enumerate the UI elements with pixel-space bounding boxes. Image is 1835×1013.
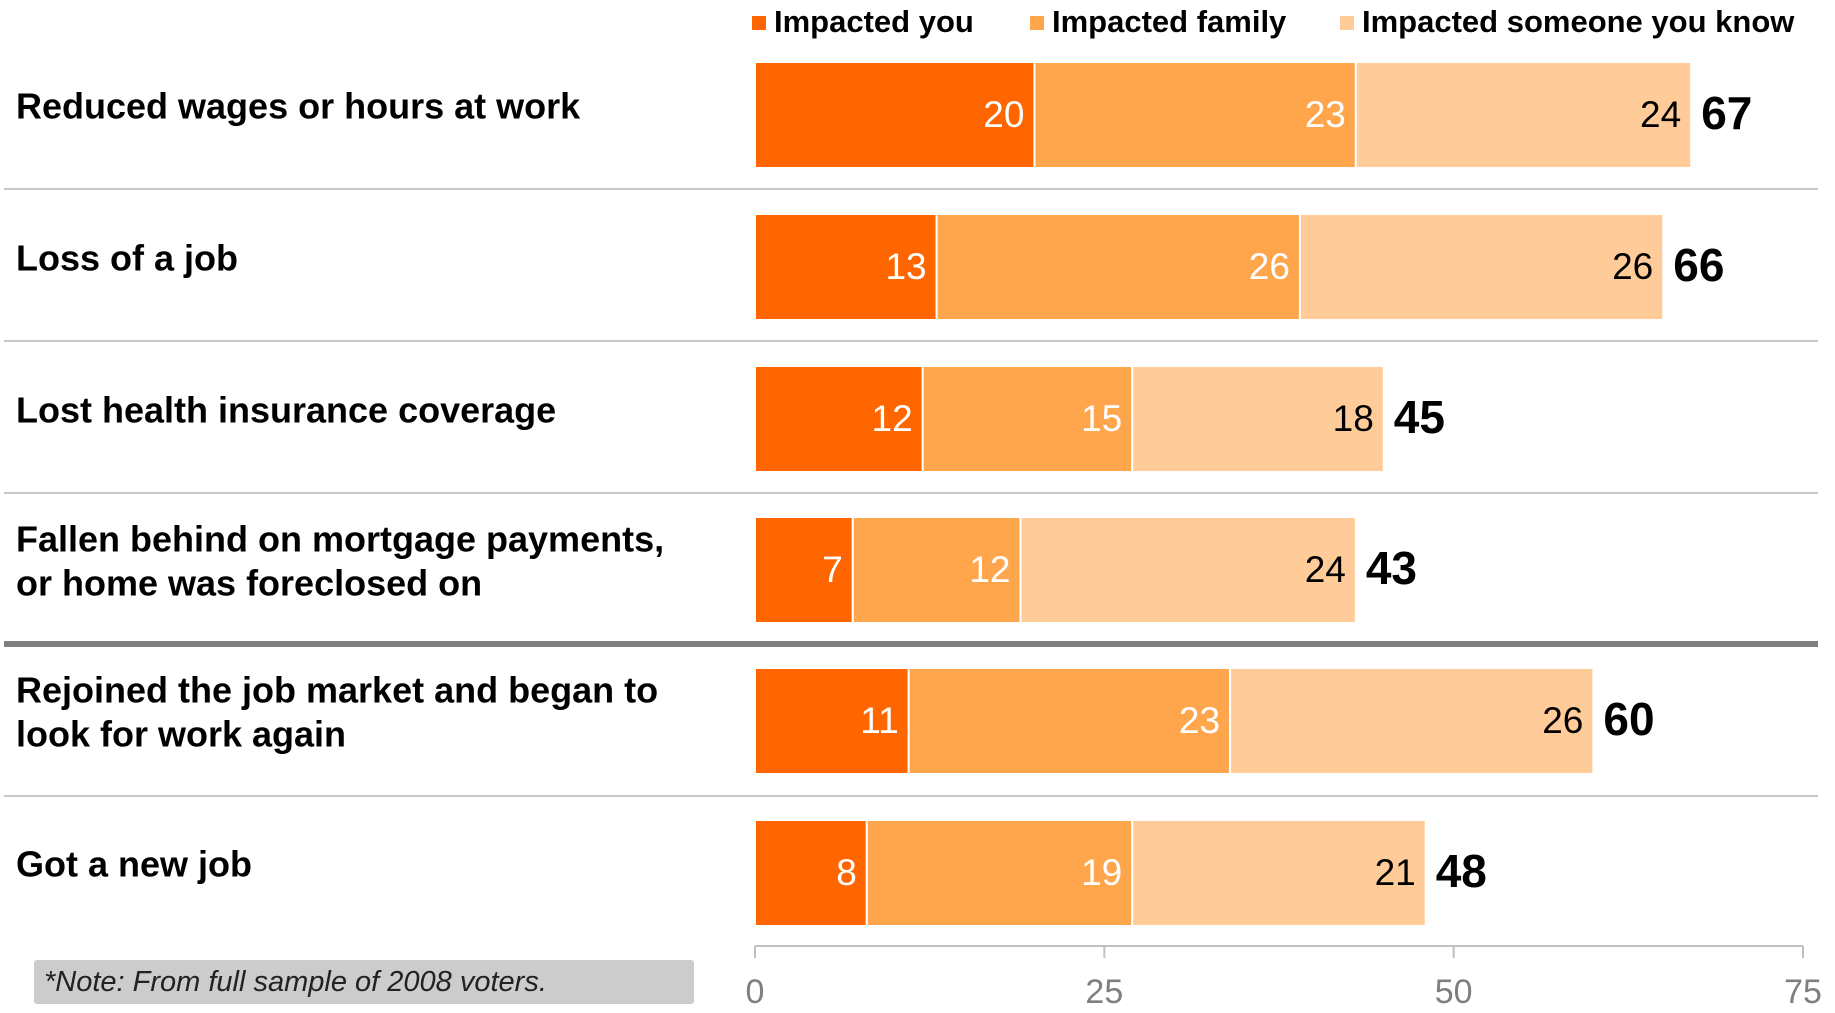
x-tick-label: 0: [746, 973, 765, 1011]
category-label: Loss of a job: [16, 238, 238, 279]
bar-segment: [754, 213, 938, 321]
bar-segment: [1019, 516, 1357, 624]
bar-segment: [1131, 819, 1427, 927]
x-tick-label: 50: [1435, 973, 1473, 1011]
bar-segment: [1033, 61, 1357, 169]
segment-value-label: 18: [1333, 398, 1374, 439]
segment-value-label: 19: [1081, 852, 1122, 893]
bar-segment: [754, 365, 924, 473]
segment-value-label: 23: [1179, 700, 1220, 741]
total-value-label: 66: [1673, 239, 1724, 291]
segment-value-label: 12: [872, 398, 913, 439]
legend-label: Impacted family: [1052, 4, 1287, 39]
segment-value-label: 11: [860, 700, 898, 741]
total-value-label: 45: [1394, 391, 1445, 443]
legend-swatch: [1340, 16, 1354, 30]
bar-segment: [754, 61, 1036, 169]
total-value-label: 48: [1436, 845, 1487, 897]
segment-value-label: 24: [1640, 94, 1681, 135]
segment-value-label: 26: [1249, 246, 1290, 287]
segment-value-label: 26: [1542, 700, 1583, 741]
segment-value-label: 26: [1612, 246, 1653, 287]
segment-value-label: 21: [1375, 852, 1416, 893]
total-value-label: 67: [1701, 87, 1752, 139]
bar-segment: [1354, 61, 1693, 169]
segment-value-label: 7: [822, 549, 843, 590]
category-label: Rejoined the job market and began to: [16, 670, 658, 711]
bar-segment: [754, 819, 868, 927]
segment-value-label: 24: [1305, 549, 1346, 590]
note-box: *Note: From full sample of 2008 voters.: [34, 960, 694, 1004]
segment-value-label: 12: [969, 549, 1010, 590]
category-label: Reduced wages or hours at work: [16, 86, 581, 127]
category-label: or home was foreclosed on: [16, 563, 482, 604]
legend-swatch: [1030, 16, 1044, 30]
total-value-label: 43: [1366, 542, 1417, 594]
bar-segment: [1131, 365, 1385, 473]
legend-label: Impacted you: [774, 4, 974, 39]
bar-segment: [1229, 667, 1595, 775]
segment-value-label: 8: [836, 852, 857, 893]
legend-swatch: [752, 16, 766, 30]
note-text: *Note: From full sample of 2008 voters.: [44, 965, 547, 998]
x-tick-label: 25: [1085, 973, 1123, 1011]
category-label: look for work again: [16, 714, 346, 755]
category-label: Lost health insurance coverage: [16, 390, 556, 431]
category-label: Got a new job: [16, 844, 252, 885]
bar-segment: [921, 365, 1134, 473]
bar-segment: [754, 667, 910, 775]
x-tick-label: 75: [1784, 973, 1822, 1011]
bar-segment: [1298, 213, 1665, 321]
segment-value-label: 15: [1081, 398, 1122, 439]
segment-value-label: 20: [983, 94, 1024, 135]
segment-value-label: 13: [885, 246, 926, 287]
bar-segment: [935, 213, 1301, 321]
segment-value-label: 23: [1305, 94, 1346, 135]
legend-label: Impacted someone you know: [1362, 4, 1795, 39]
bar-segment: [851, 516, 1022, 624]
category-label: Fallen behind on mortgage payments,: [16, 519, 664, 560]
total-value-label: 60: [1603, 693, 1654, 745]
